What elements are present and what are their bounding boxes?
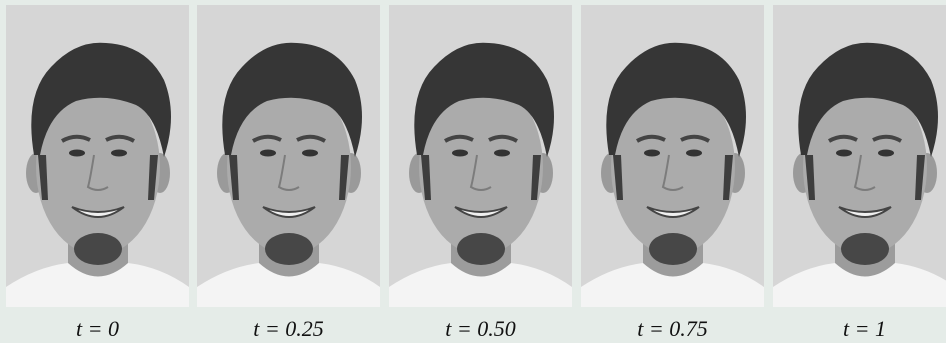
face-image bbox=[581, 5, 764, 307]
face-image bbox=[773, 5, 946, 307]
face-photo bbox=[581, 5, 764, 307]
caption: t = 0 bbox=[76, 316, 119, 341]
face-image bbox=[6, 5, 189, 307]
face-image bbox=[197, 5, 380, 307]
face-photo bbox=[773, 5, 946, 307]
caption: t = 1 bbox=[843, 316, 886, 341]
caption: t = 0.75 bbox=[637, 316, 707, 341]
face-photo bbox=[389, 5, 572, 307]
figure: t = 0 t = 0.25 t = 0.50 t = 0.75 t = 1 bbox=[0, 0, 946, 343]
face-photo bbox=[197, 5, 380, 307]
face-image bbox=[389, 5, 572, 307]
face-photo bbox=[6, 5, 189, 307]
caption: t = 0.25 bbox=[253, 316, 323, 341]
caption: t = 0.50 bbox=[445, 316, 515, 341]
